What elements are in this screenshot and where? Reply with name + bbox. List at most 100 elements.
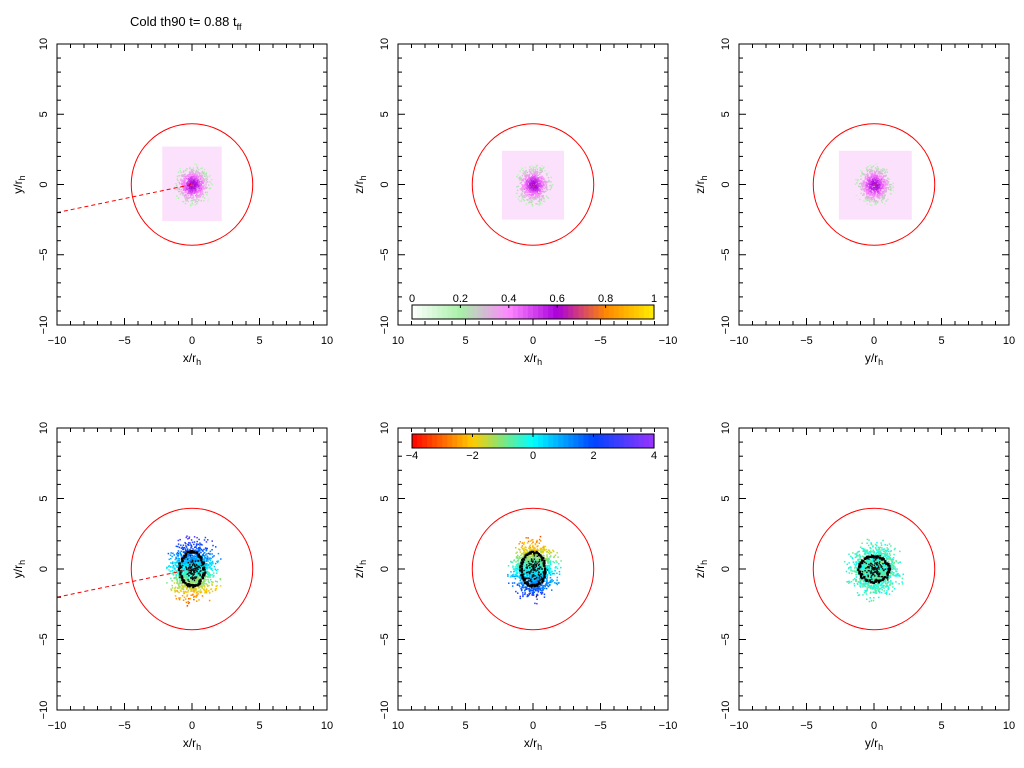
core-point: [196, 566, 199, 569]
density-point: [200, 178, 203, 180]
velocity-point: [180, 550, 183, 553]
velocity-point: [525, 551, 527, 553]
velocity-point: [194, 558, 197, 560]
x-tick-label: −10: [48, 720, 67, 732]
density-point: [541, 186, 544, 188]
ring-point: [198, 555, 202, 559]
density-point: [869, 199, 871, 201]
density-point: [863, 180, 865, 182]
density-point: [545, 186, 548, 189]
velocity-point: [170, 589, 173, 592]
velocity-point: [179, 587, 181, 589]
density-point: [530, 183, 532, 185]
velocity-point: [546, 560, 549, 562]
density-point: [527, 174, 529, 176]
velocity-point: [537, 569, 540, 572]
velocity-point: [193, 590, 195, 592]
density-point: [544, 182, 547, 184]
core-point: [190, 572, 193, 575]
velocity-point: [176, 552, 179, 554]
density-point: [199, 192, 202, 195]
density-point: [876, 196, 878, 198]
density-point: [202, 172, 205, 175]
density-point: [874, 194, 877, 196]
core-point: [196, 570, 198, 573]
velocity-point: [538, 549, 540, 551]
density-point: [874, 179, 876, 181]
velocity-point: [515, 561, 517, 563]
core-point: [192, 573, 194, 575]
density-point: [530, 180, 532, 183]
density-point: [197, 196, 199, 198]
density-point: [186, 185, 188, 188]
velocity-point: [545, 587, 548, 590]
velocity-point: [175, 573, 177, 576]
density-point: [194, 199, 197, 201]
density-point: [884, 171, 887, 173]
velocity-point: [177, 582, 179, 585]
density-point: [880, 194, 882, 196]
velocity-point: [187, 602, 190, 605]
density-point: [517, 174, 519, 176]
density-point: [883, 187, 885, 189]
density-point: [879, 192, 881, 194]
velocity-point: [208, 592, 211, 594]
density-point: [878, 179, 880, 182]
velocity-point: [202, 581, 205, 583]
density-point: [879, 184, 882, 186]
density-point: [192, 187, 195, 189]
density-point: [545, 185, 548, 188]
velocity-point: [543, 580, 546, 582]
core-point: [195, 577, 197, 580]
velocity-point: [199, 546, 201, 549]
velocity-point: [529, 556, 532, 559]
velocity-point: [192, 560, 195, 563]
velocity-point: [185, 577, 187, 579]
velocity-point: [184, 541, 186, 544]
density-point: [200, 176, 202, 179]
density-point: [861, 188, 863, 190]
density-point: [541, 185, 543, 188]
density-point: [537, 192, 539, 195]
core-point: [197, 560, 200, 562]
velocity-point: [178, 560, 180, 562]
density-point: [543, 178, 546, 180]
density-point: [874, 175, 877, 177]
density-point: [521, 179, 523, 181]
density-point: [196, 177, 199, 179]
density-point: [531, 178, 533, 181]
density-point: [871, 196, 874, 198]
velocity-point: [540, 587, 542, 590]
density-point: [526, 171, 529, 174]
density-point: [529, 198, 531, 200]
velocity-point: [197, 563, 200, 566]
density-point: [190, 181, 193, 183]
density-point: [532, 187, 534, 189]
velocity-point: [204, 547, 207, 549]
density-point: [531, 203, 533, 206]
density-point: [186, 182, 188, 185]
velocity-point: [176, 561, 178, 563]
velocity-point: [182, 571, 184, 573]
density-point: [527, 185, 529, 187]
ring-point: [202, 572, 205, 575]
velocity-point: [178, 585, 180, 587]
velocity-point: [183, 546, 186, 549]
core-point: [193, 565, 196, 567]
velocity-point: [190, 562, 192, 565]
velocity-point: [211, 548, 213, 551]
density-point: [861, 185, 863, 187]
density-point: [877, 189, 879, 192]
density-point: [201, 189, 204, 191]
density-point: [187, 180, 190, 183]
density-point: [192, 172, 194, 174]
density-point: [196, 196, 198, 198]
velocity-point: [184, 549, 187, 551]
density-point: [202, 185, 205, 188]
velocity-point: [173, 582, 176, 584]
density-point: [534, 172, 537, 174]
velocity-point: [182, 585, 184, 588]
density-point: [865, 196, 868, 199]
density-point: [871, 183, 874, 186]
density-point: [549, 188, 551, 191]
